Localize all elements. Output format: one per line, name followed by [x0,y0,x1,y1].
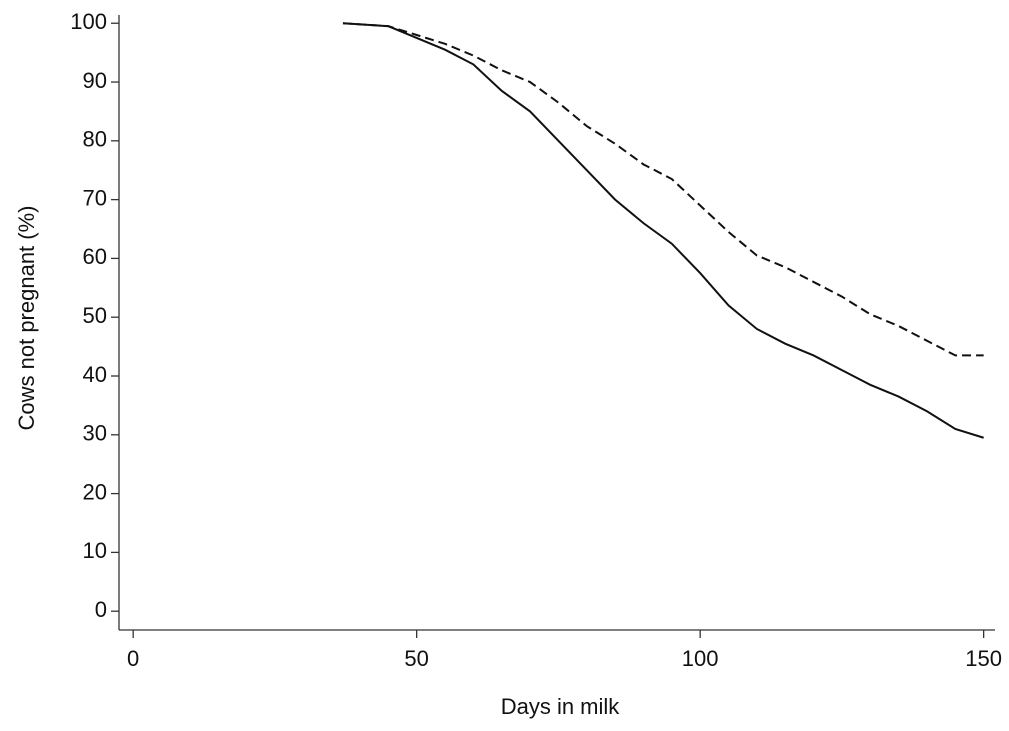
x-tick-label: 50 [404,646,428,671]
y-tick-label: 80 [83,127,107,152]
x-tick-label: 100 [682,646,719,671]
survival-line [342,22,984,439]
y-axis-label: Cows not pregnant (%) [14,206,39,431]
y-tick-label: 10 [83,538,107,563]
y-tick-label: 20 [83,479,107,504]
y-tick-label: 90 [83,68,107,93]
y-tick-label: 30 [83,421,107,446]
survival-line [342,22,984,357]
y-tick-label: 100 [70,9,107,34]
x-tick-label: 150 [965,646,1002,671]
x-axis-label: Days in milk [501,694,621,719]
y-tick-label: 40 [83,362,107,387]
y-tick-label: 60 [83,244,107,269]
y-tick-label: 0 [95,597,107,622]
x-tick-label: 0 [127,646,139,671]
y-tick-label: 50 [83,303,107,328]
y-tick-label: 70 [83,185,107,210]
